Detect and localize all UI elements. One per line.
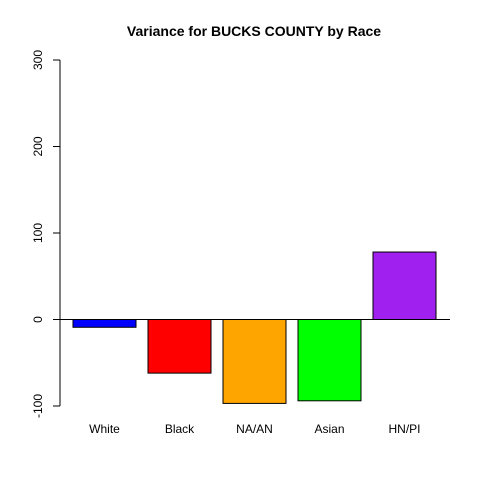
x-tick-label: Asian (314, 422, 344, 436)
y-tick-label: 200 (31, 136, 45, 156)
x-tick-label: NA/AN (236, 422, 273, 436)
bars-group (72, 251, 437, 404)
bar-hn-pi (372, 251, 437, 320)
x-tick-label: HN/PI (388, 422, 420, 436)
bar-asian (297, 319, 362, 402)
bar-white (72, 319, 137, 328)
chart-title: Variance for BUCKS COUNTY by Race (127, 23, 381, 39)
y-tick-label: 100 (31, 223, 45, 243)
bar-na-an (222, 319, 287, 404)
x-tick-label: Black (165, 422, 195, 436)
x-tick-label: White (89, 422, 120, 436)
y-tick-label: -100 (31, 394, 45, 418)
bar-black (147, 319, 212, 374)
y-axis: -100 0 100 200 300 (31, 50, 61, 418)
x-axis-labels: White Black NA/AN Asian HN/PI (89, 422, 420, 436)
y-tick-label: 300 (31, 50, 45, 70)
y-tick-label: 0 (31, 316, 45, 323)
